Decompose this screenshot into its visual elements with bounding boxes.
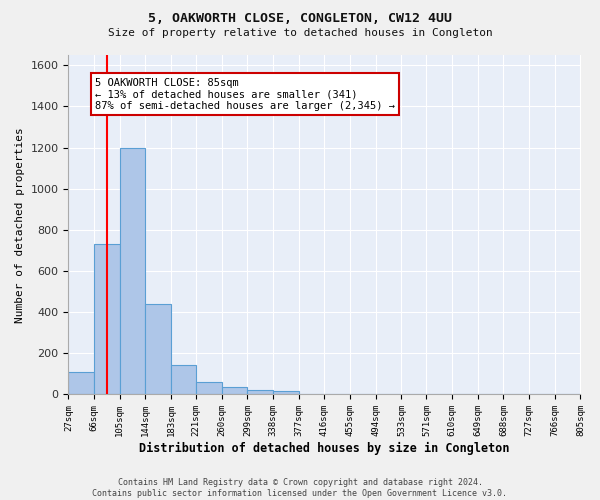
Text: Contains HM Land Registry data © Crown copyright and database right 2024.
Contai: Contains HM Land Registry data © Crown c… [92, 478, 508, 498]
Text: Size of property relative to detached houses in Congleton: Size of property relative to detached ho… [107, 28, 493, 38]
Bar [247, 390, 273, 394]
Bar [68, 372, 94, 394]
X-axis label: Distribution of detached houses by size in Congleton: Distribution of detached houses by size … [139, 442, 510, 455]
Y-axis label: Number of detached properties: Number of detached properties [15, 127, 25, 322]
Text: 5 OAKWORTH CLOSE: 85sqm
← 13% of detached houses are smaller (341)
87% of semi-d: 5 OAKWORTH CLOSE: 85sqm ← 13% of detache… [95, 78, 395, 111]
Bar [171, 364, 196, 394]
Bar [196, 382, 222, 394]
Bar [94, 244, 120, 394]
Bar [145, 304, 171, 394]
Text: 5, OAKWORTH CLOSE, CONGLETON, CW12 4UU: 5, OAKWORTH CLOSE, CONGLETON, CW12 4UU [148, 12, 452, 26]
Bar [222, 387, 247, 394]
Bar [120, 148, 145, 394]
Bar [273, 392, 299, 394]
